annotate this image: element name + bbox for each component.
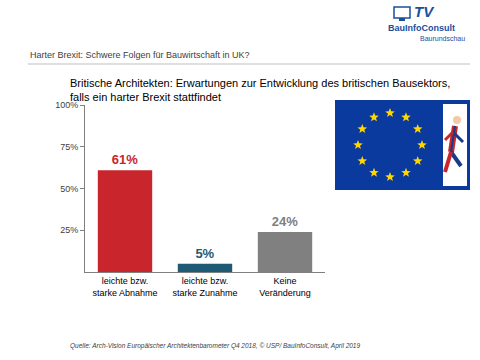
svg-text:5%: 5% [195,246,214,261]
svg-text:100%: 100% [55,100,78,110]
svg-text:24%: 24% [272,214,298,229]
svg-text:leichte bzw.starke Zunahme: leichte bzw.starke Zunahme [172,276,237,298]
svg-text:25%: 25% [60,225,78,235]
svg-text:leichte bzw.starke Abnahme: leichte bzw.starke Abnahme [92,276,157,298]
html-text:Harter Brexit: Schwere Folgen: Harter Brexit: Schwere Folgen für Bauwir… [30,50,250,60]
html-text:Britische Architekten: Erwartu: Britische Architekten: Erwartungen zur E… [70,77,451,103]
html-text:Quelle: Arch-Vision Europäisch: Quelle: Arch-Vision Europäischer Archite… [70,342,361,349]
html-text:BauInfoConsult: BauInfoConsult [388,23,455,33]
html-text:TV: TV [414,3,434,20]
svg-text:75%: 75% [60,142,78,152]
svg-text:50%: 50% [60,184,78,194]
svg-text:61%: 61% [112,152,138,167]
svg-text:KeineVeränderung: KeineVeränderung [259,276,311,298]
html-text:Baurundschau: Baurundschau [420,35,466,42]
